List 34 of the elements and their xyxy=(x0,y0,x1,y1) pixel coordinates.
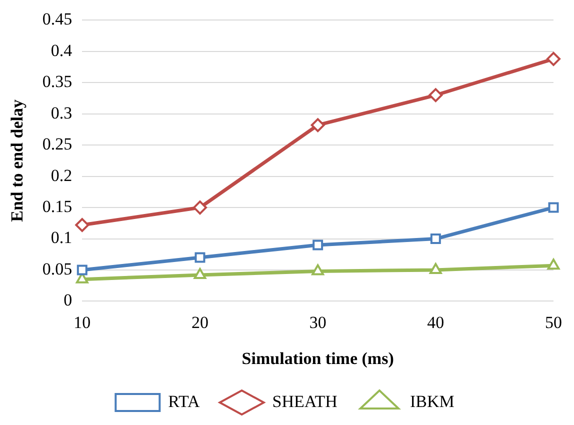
x-tick-label: 30 xyxy=(309,312,326,332)
point xyxy=(546,52,560,66)
point xyxy=(312,240,324,250)
legend-label: IBKM xyxy=(410,392,454,411)
y-tick-label: 0.35 xyxy=(42,72,72,92)
y-axis-title: End to end delay xyxy=(8,99,27,222)
point xyxy=(310,118,325,132)
point xyxy=(75,218,90,232)
x-tick-label: 20 xyxy=(191,312,208,332)
point xyxy=(194,252,206,263)
x-tick-label: 10 xyxy=(74,312,91,332)
point xyxy=(428,88,443,102)
x-tick-label: 50 xyxy=(545,312,562,332)
point xyxy=(312,264,324,276)
y-tick-label: 0.4 xyxy=(50,40,73,60)
point xyxy=(430,234,441,244)
legend-label: SHEATH xyxy=(272,392,338,411)
y-tick-label: 0.45 xyxy=(42,10,72,29)
point xyxy=(429,262,442,274)
y-tick-label: 0.1 xyxy=(50,228,72,248)
x-axis-title: Simulation time (ms) xyxy=(242,349,394,368)
point xyxy=(76,264,88,276)
point xyxy=(547,258,560,270)
y-tick-label: 0.3 xyxy=(50,103,72,122)
point xyxy=(548,202,559,213)
y-tick-label: 0.2 xyxy=(50,166,72,185)
legend-label: RTA xyxy=(168,392,200,411)
y-tick-label: 0.25 xyxy=(42,134,72,154)
point xyxy=(192,200,207,215)
y-tick-label: 0.05 xyxy=(42,259,72,278)
y-tick-label: 0.15 xyxy=(42,197,72,216)
point xyxy=(194,268,206,279)
x-tick-label: 40 xyxy=(427,312,444,332)
y-tick-label: 0 xyxy=(64,290,72,310)
